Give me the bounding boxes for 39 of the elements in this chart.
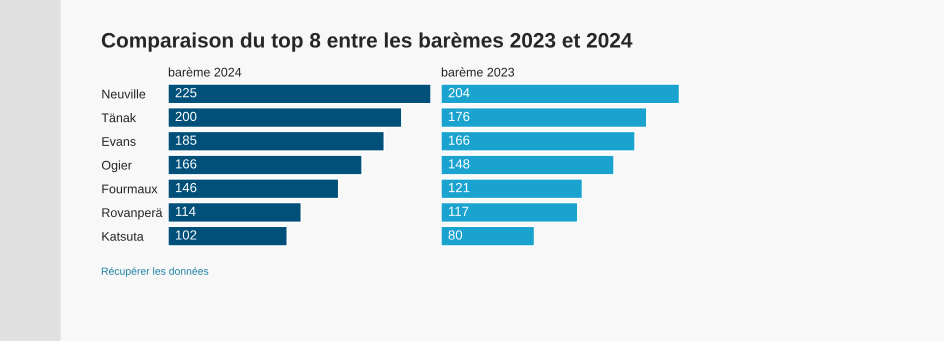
bar [168, 226, 288, 247]
data-label: 146 [176, 182, 196, 192]
bar [441, 83, 680, 104]
data-label: 80 [448, 230, 462, 240]
bar [441, 130, 636, 152]
bar [168, 178, 340, 200]
data-label: 117 [448, 206, 468, 216]
data-label: 114 [176, 206, 196, 216]
y-tick-label: Rovanperä [102, 208, 162, 220]
bar [168, 83, 431, 104]
data-label: 148 [448, 159, 470, 169]
y-tick-label: Fourmaux [102, 184, 158, 194]
chart-subtitle: barème 2024 [168, 67, 242, 77]
data-label: 176 [448, 112, 470, 122]
text: Récupérer les données [102, 267, 208, 277]
y-tick-label: Tänak [102, 113, 136, 122]
chart-subtitle: barème 2023 [442, 67, 514, 77]
bar [168, 154, 363, 176]
y-tick-label: Ogier [102, 160, 132, 172]
y-tick-label: Neuville [102, 89, 146, 99]
data-label: 185 [176, 135, 196, 145]
data-label: 166 [176, 159, 196, 169]
bar [441, 154, 615, 176]
bar [441, 226, 536, 247]
data-label: 225 [176, 88, 196, 98]
bar [441, 107, 648, 128]
chart-title: Comparaison du top 8 entre les barèmes 2023 et 2024 [102, 32, 632, 52]
data-label: 204 [448, 88, 470, 98]
bar [168, 202, 302, 223]
bar [441, 202, 578, 223]
data-label: 200 [176, 112, 196, 122]
y-tick-label: Evans [102, 137, 136, 146]
data-label: 166 [448, 135, 470, 145]
bar [168, 107, 402, 128]
bar [441, 178, 584, 200]
y-tick-label: Katsuta [102, 232, 144, 241]
bar [168, 130, 385, 152]
data-label: 121 [448, 182, 470, 192]
data-label: 102 [176, 230, 196, 240]
